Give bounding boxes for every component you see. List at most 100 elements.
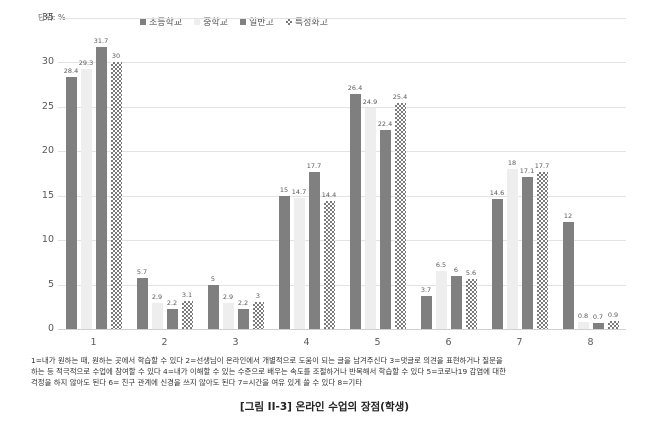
y-tick-label: 10	[41, 234, 54, 246]
value-label: 2.9	[222, 293, 234, 302]
bar	[592, 322, 604, 329]
value-label: 28.4	[63, 66, 79, 75]
gridline	[58, 106, 626, 108]
bar	[364, 107, 376, 329]
bar	[80, 68, 92, 329]
legend-label: 초등학교	[149, 18, 183, 28]
value-label: 0.8	[577, 311, 589, 320]
value-label: 14.6	[489, 189, 505, 198]
bar	[379, 129, 391, 329]
bar	[151, 303, 163, 329]
x-tick-label: 3	[232, 337, 239, 348]
value-label: 30	[111, 52, 121, 61]
gridline	[58, 195, 626, 197]
value-label: 2.2	[166, 299, 178, 308]
legend-swatch-check-icon	[285, 18, 292, 25]
value-label: 17.7	[534, 161, 550, 170]
unit-label: 단위: %	[38, 13, 66, 22]
x-tick-label: 4	[303, 337, 310, 348]
legend-swatch-dots-icon	[194, 18, 201, 25]
x-tick-label: 2	[161, 337, 168, 348]
value-label: 25.4	[392, 93, 408, 102]
value-label: 5.6	[465, 269, 477, 278]
x-tick-label: 6	[445, 337, 452, 348]
value-label: 6.5	[435, 261, 447, 270]
legend-item-elementary: 초등학교	[140, 15, 182, 28]
bar	[435, 271, 447, 329]
value-label: 24.9	[362, 97, 378, 106]
footnote: 1=내가 원하는 때, 원하는 곳에서 학습할 수 있다 2=선생님이 온라인에…	[31, 355, 631, 388]
bar	[420, 296, 432, 329]
x-tick-label: 7	[516, 337, 523, 348]
bar	[450, 275, 462, 329]
y-tick-label: 5	[47, 278, 54, 290]
bar	[394, 103, 406, 329]
value-label: 14.7	[291, 188, 307, 197]
legend-label: 중학교	[203, 18, 228, 28]
bar	[110, 62, 122, 329]
value-label: 2.9	[151, 293, 163, 302]
bar	[181, 301, 193, 329]
bar	[252, 302, 264, 329]
value-label: 29.3	[78, 58, 94, 67]
bar	[607, 321, 619, 329]
legend-label: 특성화고	[294, 18, 328, 28]
gridline	[58, 329, 626, 330]
legend-item-middle: 중학교	[194, 15, 228, 28]
value-label: 12	[563, 212, 573, 221]
x-tick-label: 1	[90, 337, 97, 348]
legend-item-specialized-high: 특성화고	[285, 15, 328, 28]
bar	[278, 195, 290, 329]
bar	[506, 169, 518, 329]
x-tick-label: 8	[587, 337, 594, 348]
bar	[237, 309, 249, 329]
bar	[536, 171, 548, 329]
y-tick-label: 30	[41, 56, 54, 68]
bar	[521, 177, 533, 329]
gridline	[58, 240, 626, 242]
bar	[562, 222, 574, 329]
legend-label: 일반고	[248, 18, 274, 28]
gridline	[58, 18, 626, 19]
bar	[222, 303, 234, 329]
bar	[95, 47, 107, 329]
bar	[491, 199, 503, 329]
y-tick-label: 0	[47, 323, 54, 334]
bar	[349, 94, 361, 329]
y-tick-label: 15	[41, 189, 54, 201]
bar	[577, 321, 589, 329]
value-label: 5	[210, 274, 216, 283]
value-label: 17.1	[519, 167, 535, 176]
y-tick-label: 35	[41, 12, 54, 23]
plot-area: 0 5 10 15 20 25 30 35 28.4 29.3 31.7 30 1 5.7 2.9 2.2 3.…	[41, 12, 626, 348]
footnote-line: 하는 등 적극적으로 수업에 참여할 수 있다 4=내가 이해할 수 있는 수준…	[31, 367, 506, 376]
bar	[323, 201, 335, 329]
gridline	[58, 62, 626, 64]
value-label: 22.4	[377, 119, 393, 128]
bar	[136, 278, 148, 329]
footnote-line: 1=내가 원하는 때, 원하는 곳에서 학습할 수 있다 2=선생님이 온라인에…	[31, 356, 503, 365]
value-label: 18	[507, 159, 517, 168]
legend-swatch-dense-icon	[239, 18, 246, 25]
value-label: 26.4	[347, 84, 363, 93]
gridline	[58, 151, 626, 153]
bar	[166, 309, 178, 329]
value-label: 0.9	[607, 311, 619, 319]
value-label: 3.1	[181, 291, 193, 300]
value-label: 31.7	[93, 37, 109, 46]
value-label: 0.7	[592, 312, 604, 321]
y-tick-label: 25	[41, 100, 54, 112]
legend-swatch-solid-icon	[140, 18, 146, 25]
gridline	[58, 284, 626, 286]
bar	[207, 284, 219, 329]
value-label: 14.4	[321, 191, 337, 200]
footnote-line: 걱정을 하지 않아도 된다 6= 친구 관계에 신경을 쓰지 않아도 된다 7=…	[31, 378, 363, 387]
legend-item-general-high: 일반고	[239, 15, 274, 28]
bar	[65, 76, 77, 329]
value-label: 17.7	[306, 161, 322, 170]
value-label: 15	[279, 185, 289, 194]
y-tick-label: 20	[41, 145, 54, 157]
bar	[293, 198, 305, 329]
value-label: 2.2	[237, 299, 249, 308]
x-tick-label: 5	[374, 337, 381, 348]
